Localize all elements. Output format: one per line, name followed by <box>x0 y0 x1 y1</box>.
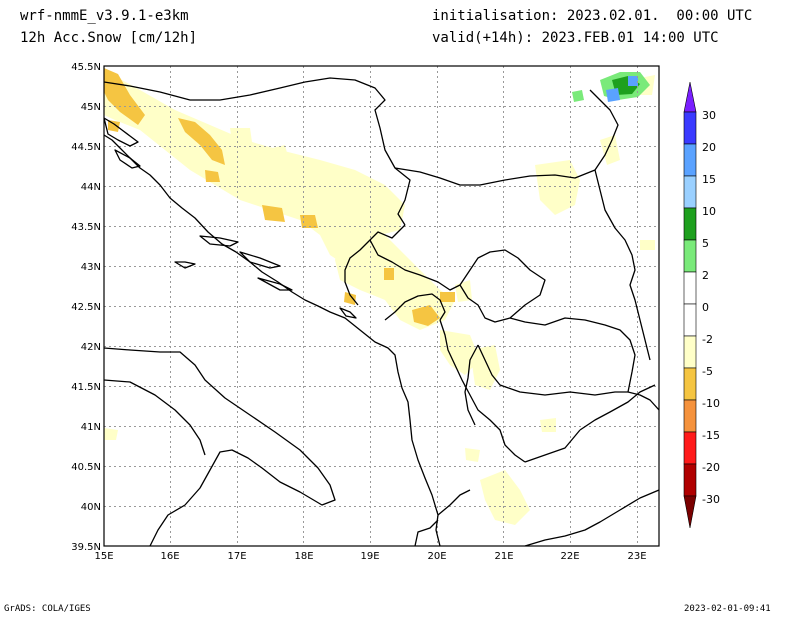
init-time: initialisation: 2023.02.01. 00:00 UTC <box>432 8 753 24</box>
colorbar-swatch <box>683 367 697 401</box>
lat-tick-label: 44.5N <box>71 142 101 153</box>
colorbar-label: 30 <box>702 109 716 122</box>
colorbar-label: -10 <box>702 397 720 410</box>
colorbar-swatch <box>683 143 697 177</box>
colorbar-label: 2 <box>702 269 709 282</box>
lat-axis: 45.5N 45N 44.5N 44N 43.5N 43N 42.5N 42N … <box>71 62 101 553</box>
snow-moderate-shading <box>104 68 455 326</box>
lat-tick-label: 45.5N <box>71 62 101 73</box>
colorbar-label: 10 <box>702 205 716 218</box>
lon-tick-label: 21E <box>494 551 513 562</box>
lat-tick-label: 45N <box>81 102 101 113</box>
map-area <box>104 66 659 546</box>
lat-tick-label: 42N <box>81 342 101 353</box>
colorbar-top-arrow <box>683 81 697 113</box>
lon-tick-label: 18E <box>294 551 313 562</box>
colorbar-swatch <box>683 303 697 337</box>
grads-credit: GrADS: COLA/IGES <box>4 604 91 614</box>
colorbar-bottom-arrow <box>683 495 697 529</box>
lat-tick-label: 42.5N <box>71 302 101 313</box>
colorbar-swatch <box>683 335 697 369</box>
lat-tick-label: 43N <box>81 262 101 273</box>
lat-tick-label: 39.5N <box>71 542 101 553</box>
valid-time: valid(+14h): 2023.FEB.01 14:00 UTC <box>432 30 719 46</box>
colorbar-label: -15 <box>702 429 720 442</box>
lat-tick-label: 40.5N <box>71 462 101 473</box>
coastlines <box>104 117 659 546</box>
colorbar-swatch <box>683 239 697 273</box>
colorbar-label: -20 <box>702 461 720 474</box>
lat-tick-label: 41.5N <box>71 382 101 393</box>
field-title: 12h Acc.Snow [cm/12h] <box>20 30 198 46</box>
colorbar-label: 0 <box>702 301 709 314</box>
lat-tick-label: 44N <box>81 182 101 193</box>
colorbar-swatch <box>683 175 697 209</box>
colorbar-label: 20 <box>702 141 716 154</box>
colorbar-swatch <box>683 431 697 465</box>
lat-tick-label: 41N <box>81 422 101 433</box>
lat-tick-label: 43.5N <box>71 222 101 233</box>
lon-tick-label: 17E <box>227 551 246 562</box>
colorbar-label: -30 <box>702 493 720 506</box>
lon-tick-label: 22E <box>560 551 579 562</box>
colorbar-swatch <box>683 271 697 305</box>
colorbar-label: -2 <box>702 333 713 346</box>
graticule <box>104 66 659 546</box>
lon-tick-label: 15E <box>94 551 113 562</box>
render-timestamp: 2023-02-01-09:41 <box>684 604 771 614</box>
colorbar-label: -5 <box>702 365 713 378</box>
model-title: wrf-nmmE_v3.9.1-e3km <box>20 8 189 24</box>
lon-axis: 15E 16E 17E 18E 19E 20E 21E 22E 23E <box>94 551 646 562</box>
colorbar: 30 20 15 10 5 2 0 -2 -5 -10 -15 -20 -30 <box>683 81 720 529</box>
colorbar-label: 15 <box>702 173 716 186</box>
lon-tick-label: 19E <box>360 551 379 562</box>
colorbar-swatch <box>683 463 697 497</box>
colorbar-swatch <box>683 399 697 433</box>
country-borders <box>104 77 659 516</box>
lon-tick-label: 20E <box>427 551 446 562</box>
colorbar-swatch <box>683 111 697 145</box>
colorbar-label: 5 <box>702 237 709 250</box>
colorbar-swatch <box>683 207 697 241</box>
lon-tick-label: 16E <box>160 551 179 562</box>
lat-tick-label: 40N <box>81 502 101 513</box>
lon-tick-label: 23E <box>627 551 646 562</box>
map-frame <box>103 65 660 547</box>
